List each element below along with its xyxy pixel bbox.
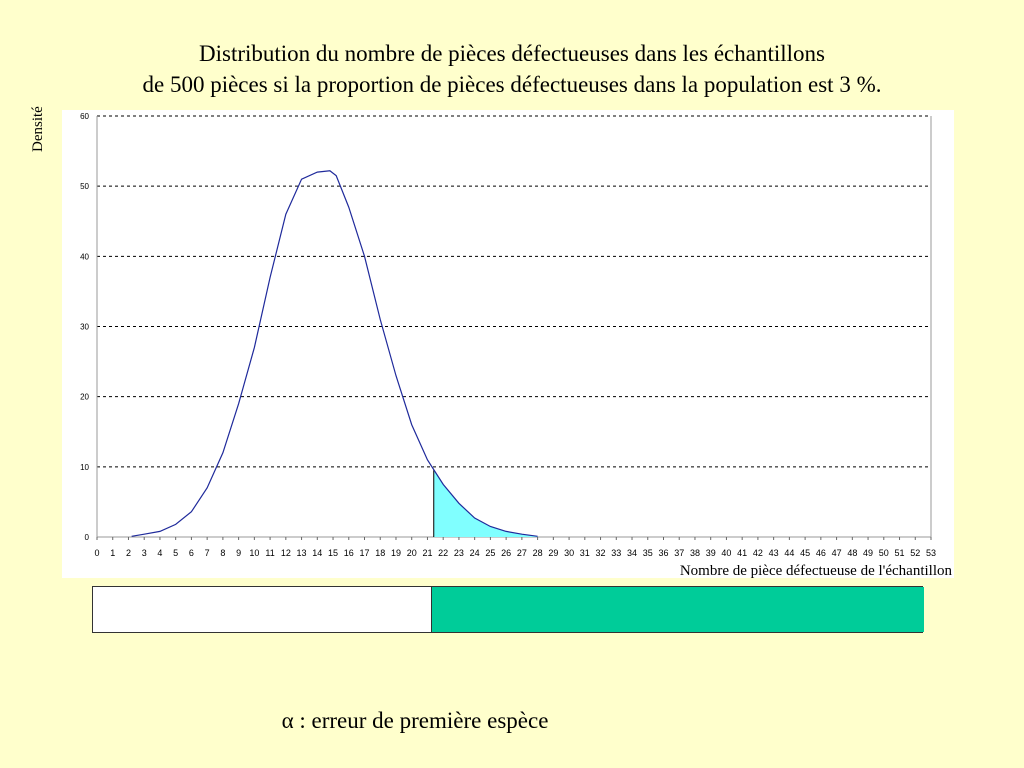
x-tick-label: 41 <box>737 548 747 558</box>
alpha-tail-area <box>433 469 538 537</box>
x-tick-label: 9 <box>236 548 241 558</box>
x-tick-label: 23 <box>454 548 464 558</box>
chart-title: Distribution du nombre de pièces défectu… <box>0 38 1024 100</box>
density-curve <box>131 170 538 537</box>
x-tick-label: 35 <box>643 548 653 558</box>
rejection-zone <box>431 587 924 632</box>
x-tick-label: 13 <box>297 548 307 558</box>
x-tick-label: 14 <box>312 548 322 558</box>
x-tick-label: 53 <box>926 548 936 558</box>
x-tick-label: 26 <box>501 548 511 558</box>
x-tick-label: 5 <box>173 548 178 558</box>
x-tick-label: 40 <box>721 548 731 558</box>
x-tick-label: 3 <box>142 548 147 558</box>
x-tick-label: 51 <box>895 548 905 558</box>
title-line-1: Distribution du nombre de pièces défectu… <box>199 41 825 66</box>
alpha-note: α : erreur de première espèce <box>281 708 549 733</box>
x-axis-label: Nombre de pièce défectueuse de l'échanti… <box>679 563 952 579</box>
x-tick-label: 33 <box>611 548 621 558</box>
x-tick-label: 49 <box>863 548 873 558</box>
y-tick-label: 50 <box>80 182 89 191</box>
x-tick-label: 21 <box>422 548 432 558</box>
x-tick-label: 28 <box>533 548 543 558</box>
y-tick-label: 10 <box>80 463 89 472</box>
decision-bar <box>92 586 924 633</box>
x-tick-label: 42 <box>753 548 763 558</box>
x-tick-label: 30 <box>564 548 574 558</box>
x-tick-label: 2 <box>126 548 131 558</box>
x-tick-label: 20 <box>407 548 417 558</box>
x-tick-label: 17 <box>360 548 370 558</box>
x-tick-label: 50 <box>879 548 889 558</box>
acceptance-zone <box>93 587 431 632</box>
title-line-2: de 500 pièces si la proportion de pièces… <box>142 72 882 97</box>
x-tick-label: 31 <box>580 548 590 558</box>
x-tick-label: 38 <box>690 548 700 558</box>
x-tick-label: 6 <box>189 548 194 558</box>
x-tick-label: 10 <box>249 548 259 558</box>
x-tick-label: 24 <box>470 548 480 558</box>
x-tick-label: 43 <box>769 548 779 558</box>
x-tick-label: 12 <box>281 548 291 558</box>
x-tick-label: 44 <box>784 548 794 558</box>
x-tick-label: 47 <box>832 548 842 558</box>
x-tick-label: 46 <box>816 548 826 558</box>
x-tick-label: 15 <box>328 548 338 558</box>
y-tick-label: 60 <box>80 112 89 121</box>
x-tick-label: 29 <box>548 548 558 558</box>
x-tick-label: 45 <box>800 548 810 558</box>
x-tick-label: 22 <box>438 548 448 558</box>
x-tick-label: 39 <box>706 548 716 558</box>
x-tick-label: 32 <box>596 548 606 558</box>
x-tick-label: 27 <box>517 548 527 558</box>
x-tick-label: 52 <box>910 548 920 558</box>
x-tick-label: 48 <box>847 548 857 558</box>
x-tick-label: 4 <box>157 548 162 558</box>
x-tick-label: 1 <box>110 548 115 558</box>
x-tick-label: 34 <box>627 548 637 558</box>
x-tick-label: 8 <box>220 548 225 558</box>
x-tick-label: 18 <box>375 548 385 558</box>
x-tick-label: 37 <box>674 548 684 558</box>
x-tick-label: 16 <box>344 548 354 558</box>
y-tick-label: 40 <box>80 252 89 261</box>
x-tick-label: 7 <box>205 548 210 558</box>
x-tick-label: 0 <box>94 548 99 558</box>
x-tick-label: 25 <box>485 548 495 558</box>
x-tick-label: 11 <box>265 548 274 558</box>
x-tick-label: 19 <box>391 548 401 558</box>
x-tick-label: 36 <box>658 548 668 558</box>
y-axis-label: Densité <box>30 106 46 152</box>
y-tick-label: 30 <box>80 323 89 332</box>
y-tick-label: 0 <box>85 533 90 542</box>
y-tick-label: 20 <box>80 393 89 402</box>
